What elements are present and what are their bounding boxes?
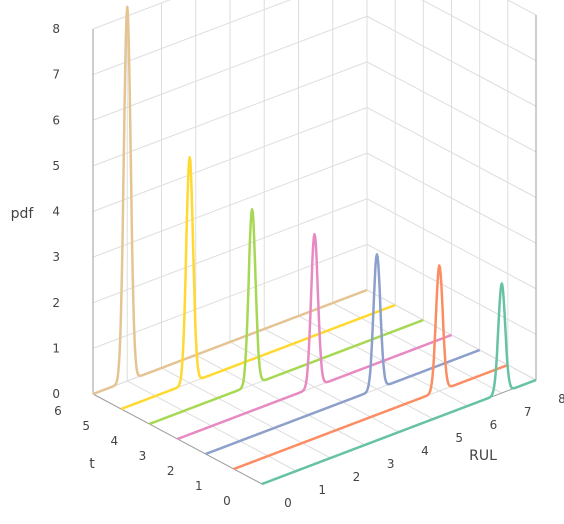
x-axis-title: RUL [469,448,497,464]
density-curve-t1 [233,264,509,471]
side-wall-gridline-pdf [366,198,537,290]
pdf-tick-label: 8 [52,22,60,36]
pdf-tick-label: 6 [52,113,60,127]
t-tick-label: 4 [111,434,119,448]
t-tick-label: 6 [54,404,62,418]
back-wall-gridline-pdf [92,107,368,212]
rul-tick-label: 0 [284,496,292,510]
side-wall-gridline-pdf [366,243,537,335]
pdf-tick-label: 4 [52,205,60,219]
back-wall-gridline-pdf [92,61,368,167]
t-tick-label: 5 [82,419,90,433]
side-wall-gridline-pdf [366,107,537,198]
rul-tick-label: 5 [455,431,463,445]
rul-tick-label: 2 [353,470,361,484]
pdf-tick-label: 7 [52,68,60,82]
y-axis-title: t [89,456,95,472]
side-wall-gridline-pdf [366,15,537,107]
tick-labels: 0 1 2 3 4 5 6 7 8 0 1 2 3 4 5 6 7 8 0 1 2 3 4 5 6 [52,22,564,510]
t-tick-label: 3 [139,449,147,463]
rul-tick-label: 4 [421,444,429,458]
back-wall-gridline-pdf [92,198,368,304]
series-layer [92,5,537,486]
z-axis-title: pdf [11,206,35,222]
side-wall-gridline-pdf [421,0,537,62]
density-curve-t3 [176,232,453,441]
pdf-tick-label: 5 [52,159,60,173]
rul-tick-label: 3 [387,457,395,471]
rul-tick-label: 8 [558,392,564,406]
back-wall-gridline-pdf [92,243,368,349]
side-wall-gridline-pdf [366,61,537,153]
back-wall-gridline-pdf [92,0,171,30]
t-tick-label: 0 [223,494,231,508]
density-curve-t0 [261,282,537,486]
t-tick-label: 1 [195,479,203,493]
pdf-tick-label: 1 [52,341,60,355]
back-wall-gridline-pdf [92,15,368,121]
back-wall-gridline-pdf [92,152,368,258]
t-tick-label: 2 [167,464,175,478]
rul-tick-label: 7 [524,405,532,419]
pdf-tick-label: 0 [52,387,60,401]
pdf-tick-label: 2 [52,296,60,310]
pdf-tick-label: 3 [52,250,60,264]
back-wall-gridline-pdf [92,0,292,76]
rul-tick-label: 6 [490,418,498,432]
density-curve-t4 [148,208,424,426]
rul-tick-label: 1 [318,483,326,497]
axis-titles: pdf t RUL [11,206,497,472]
density-curve-t6 [92,5,368,396]
side-wall-gridline-pdf [366,152,537,244]
